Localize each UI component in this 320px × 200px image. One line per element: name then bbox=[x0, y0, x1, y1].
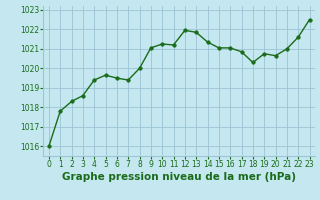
X-axis label: Graphe pression niveau de la mer (hPa): Graphe pression niveau de la mer (hPa) bbox=[62, 172, 296, 182]
